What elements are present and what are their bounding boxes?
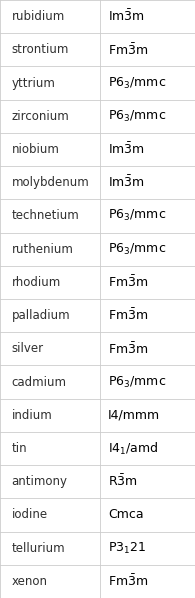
Text: Fm$\bar{3}$m: Fm$\bar{3}$m: [108, 341, 149, 356]
Text: Fm$\bar{3}$m: Fm$\bar{3}$m: [108, 573, 149, 589]
Text: I4/mmm: I4/mmm: [108, 409, 160, 422]
Text: tin: tin: [12, 442, 27, 455]
Text: xenon: xenon: [12, 575, 48, 588]
Text: yttrium: yttrium: [12, 77, 56, 90]
Text: silver: silver: [12, 342, 44, 355]
Text: strontium: strontium: [12, 43, 69, 56]
Text: I4$_1$/amd: I4$_1$/amd: [108, 441, 159, 456]
Text: tellurium: tellurium: [12, 542, 65, 555]
Text: P6$_3$/mmc: P6$_3$/mmc: [108, 374, 167, 390]
Text: Im$\bar{3}$m: Im$\bar{3}$m: [108, 175, 145, 191]
Text: P3$_1$21: P3$_1$21: [108, 541, 146, 556]
Text: Im$\bar{3}$m: Im$\bar{3}$m: [108, 142, 145, 157]
Text: antimony: antimony: [12, 475, 68, 488]
Text: molybdenum: molybdenum: [12, 176, 90, 189]
Text: Im$\bar{3}$m: Im$\bar{3}$m: [108, 9, 145, 25]
Text: P6$_3$/mmc: P6$_3$/mmc: [108, 109, 167, 124]
Text: technetium: technetium: [12, 209, 79, 222]
Text: P6$_3$/mmc: P6$_3$/mmc: [108, 75, 167, 91]
Text: cadmium: cadmium: [12, 376, 67, 389]
Text: Fm$\bar{3}$m: Fm$\bar{3}$m: [108, 308, 149, 324]
Text: rhodium: rhodium: [12, 276, 61, 289]
Text: R$\bar{3}$m: R$\bar{3}$m: [108, 474, 138, 490]
Text: rubidium: rubidium: [12, 10, 65, 23]
Text: niobium: niobium: [12, 143, 60, 156]
Text: Fm$\bar{3}$m: Fm$\bar{3}$m: [108, 274, 149, 290]
Text: P6$_3$/mmc: P6$_3$/mmc: [108, 242, 167, 257]
Text: zirconium: zirconium: [12, 110, 69, 123]
Text: Fm$\bar{3}$m: Fm$\bar{3}$m: [108, 42, 149, 57]
Text: P6$_3$/mmc: P6$_3$/mmc: [108, 208, 167, 224]
Text: Cmca: Cmca: [108, 508, 144, 521]
Text: ruthenium: ruthenium: [12, 243, 74, 256]
Text: iodine: iodine: [12, 508, 48, 521]
Text: palladium: palladium: [12, 309, 70, 322]
Text: indium: indium: [12, 409, 52, 422]
